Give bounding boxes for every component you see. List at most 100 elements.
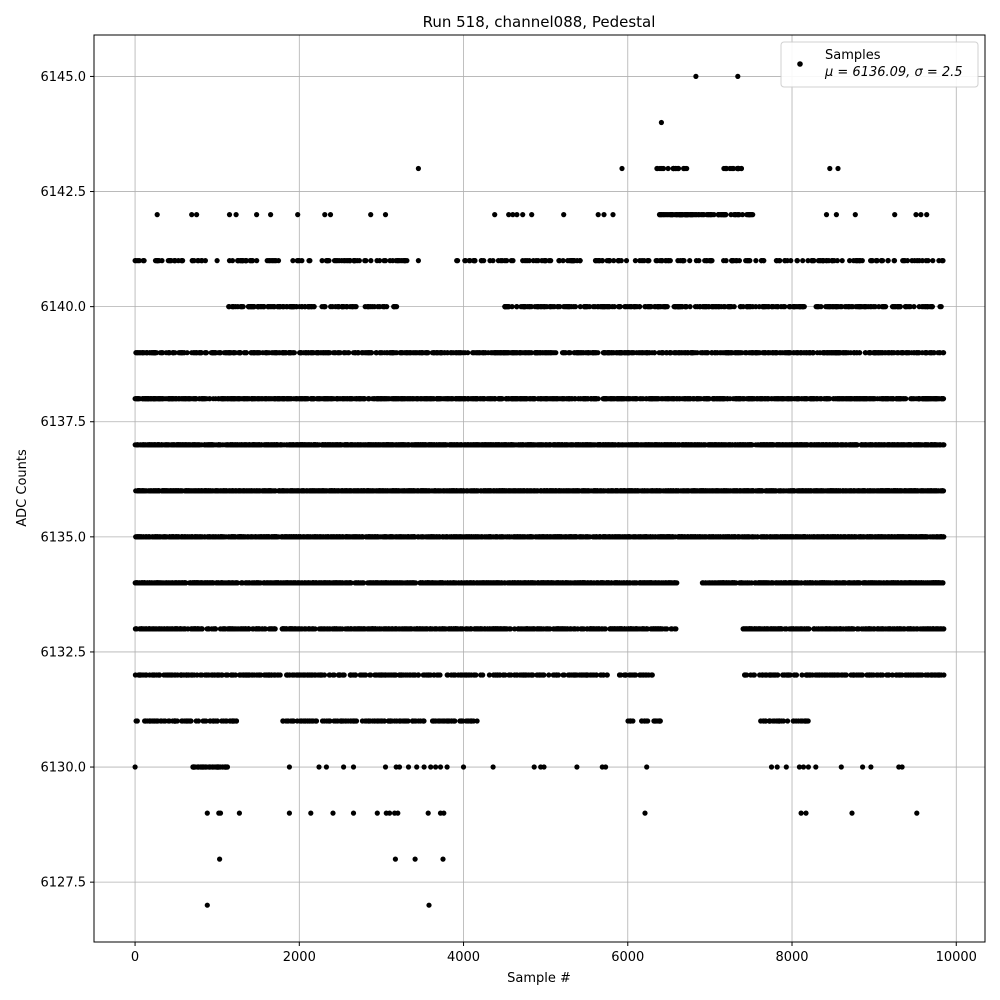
- data-point: [147, 718, 153, 724]
- data-point: [567, 672, 573, 678]
- data-point: [842, 580, 848, 586]
- data-point: [494, 534, 500, 540]
- data-point: [411, 580, 417, 586]
- data-point: [536, 626, 542, 632]
- data-point: [826, 580, 832, 586]
- data-point: [924, 580, 931, 586]
- data-point: [357, 626, 363, 632]
- data-point: [289, 718, 295, 724]
- data-point: [618, 580, 625, 586]
- data-point: [414, 626, 420, 632]
- data-point: [528, 534, 534, 540]
- data-point: [219, 580, 225, 586]
- data-point: [159, 626, 165, 632]
- data-point: [136, 672, 142, 678]
- data-point: [604, 672, 610, 678]
- data-point: [350, 672, 356, 678]
- data-point: [639, 718, 645, 724]
- data-point: [541, 626, 547, 632]
- data-point: [196, 764, 202, 770]
- data-point: [467, 534, 473, 540]
- data-point: [735, 534, 741, 540]
- data-point: [816, 534, 822, 540]
- data-point: [601, 626, 607, 632]
- data-point: [154, 534, 160, 540]
- data-point: [890, 580, 896, 586]
- data-point: [668, 626, 674, 632]
- data-point: [796, 580, 802, 586]
- data-point: [768, 672, 774, 678]
- data-point: [467, 626, 473, 632]
- data-point: [941, 672, 947, 678]
- data-point: [625, 626, 631, 632]
- data-point: [918, 672, 924, 678]
- data-point: [861, 580, 867, 586]
- data-point: [449, 534, 455, 540]
- data-point: [421, 718, 427, 724]
- data-point: [556, 534, 562, 540]
- data-point: [195, 718, 202, 724]
- data-point: [365, 580, 371, 586]
- data-point: [239, 672, 245, 678]
- data-point: [379, 580, 385, 586]
- data-points: [132, 73, 947, 908]
- data-point: [268, 672, 274, 678]
- data-point: [356, 580, 362, 586]
- data-point: [506, 672, 512, 678]
- data-point: [293, 580, 299, 586]
- data-point: [398, 534, 404, 540]
- data-point: [249, 672, 256, 678]
- data-point: [463, 718, 469, 724]
- data-point: [458, 580, 464, 586]
- data-point: [317, 534, 323, 540]
- data-point: [512, 672, 518, 678]
- data-point: [806, 626, 812, 632]
- data-point: [754, 626, 760, 632]
- data-point: [561, 534, 567, 540]
- data-point: [528, 580, 535, 586]
- data-point: [539, 534, 545, 540]
- data-point: [150, 626, 156, 632]
- data-point: [144, 534, 150, 540]
- data-point: [474, 718, 480, 724]
- data-point: [622, 672, 628, 678]
- data-point: [802, 534, 808, 540]
- data-point: [493, 672, 499, 678]
- data-point: [333, 718, 339, 724]
- data-point: [707, 534, 713, 540]
- data-point: [897, 626, 903, 632]
- data-point: [633, 580, 639, 586]
- data-point: [849, 626, 855, 632]
- data-point: [325, 580, 331, 586]
- data-point: [808, 580, 814, 586]
- data-point: [319, 718, 326, 724]
- data-point: [235, 626, 242, 632]
- data-point: [175, 672, 181, 678]
- data-point: [776, 580, 782, 586]
- data-point: [429, 534, 436, 540]
- data-point: [332, 626, 338, 632]
- data-point: [679, 534, 686, 540]
- data-point: [875, 534, 881, 540]
- data-point: [272, 580, 278, 586]
- data-point: [799, 672, 805, 678]
- data-point: [198, 626, 204, 632]
- data-point: [313, 718, 319, 724]
- data-point: [372, 626, 378, 632]
- data-point: [747, 626, 753, 632]
- data-point: [380, 534, 386, 540]
- data-point: [717, 580, 723, 586]
- data-point: [652, 626, 658, 632]
- data-point: [591, 580, 597, 586]
- data-point: [438, 580, 444, 586]
- data-point: [305, 718, 311, 724]
- data-point: [334, 534, 340, 540]
- data-point: [526, 672, 532, 678]
- data-point: [458, 534, 464, 540]
- data-point: [191, 626, 197, 632]
- data-point: [323, 534, 329, 540]
- data-point: [934, 672, 941, 678]
- data-point: [240, 626, 246, 632]
- data-point: [897, 534, 903, 540]
- data-point: [300, 718, 306, 724]
